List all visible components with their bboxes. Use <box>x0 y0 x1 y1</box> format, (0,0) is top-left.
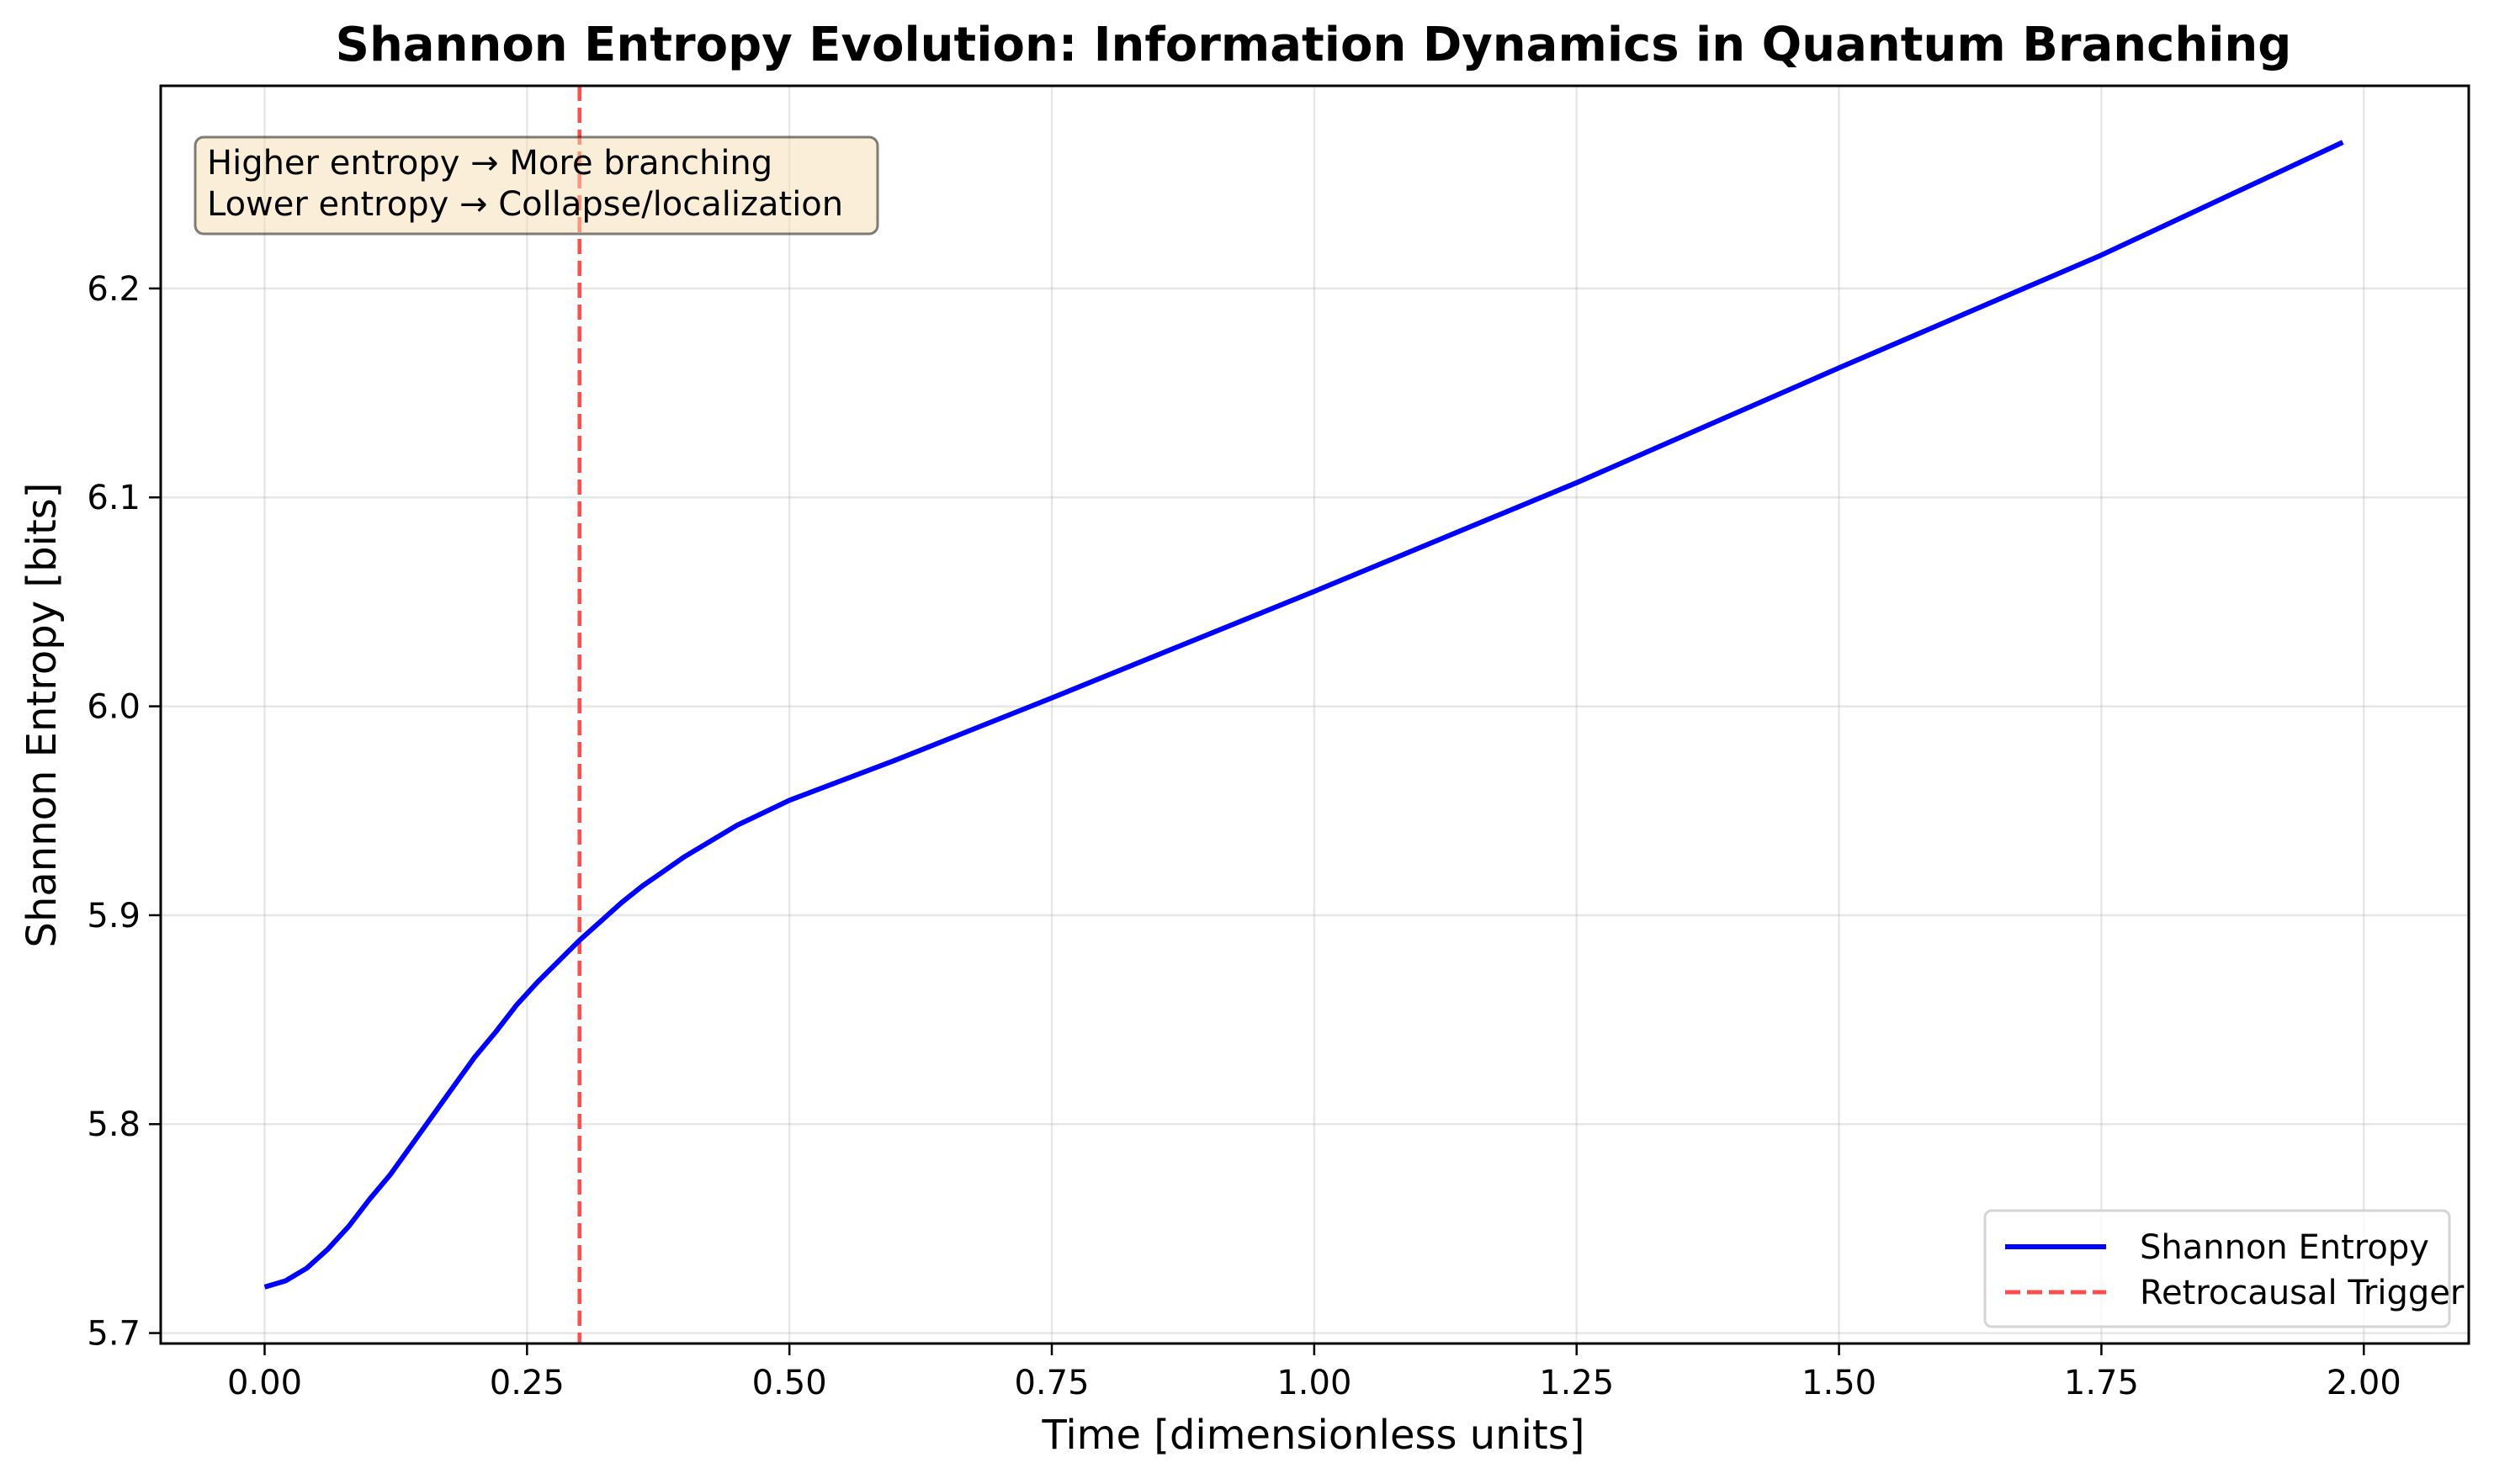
ticks: 0.00 0.25 0.50 0.75 1.00 1.25 1.50 1.75 2.00 5.7 5… <box>87 270 2401 1402</box>
x-tick-label: 0.00 <box>227 1364 302 1402</box>
x-tick-label: 1.50 <box>1802 1364 1876 1402</box>
x-tick-label: 1.75 <box>2064 1364 2139 1402</box>
y-axis-label: Shannon Entropy [bits] <box>19 482 66 947</box>
legend: Shannon Entropy Retrocausal Trigger <box>1983 1209 2465 1328</box>
x-tick-label: 0.50 <box>752 1364 827 1402</box>
y-tick-label: 5.9 <box>87 897 141 935</box>
x-tick-label: 0.75 <box>1014 1364 1089 1402</box>
x-tick-label: 2.00 <box>2327 1364 2401 1402</box>
legend-label: Shannon Entropy <box>2140 1228 2429 1267</box>
y-tick-label: 6.2 <box>87 270 141 309</box>
annotation-background <box>194 135 879 236</box>
y-tick-label: 5.7 <box>87 1315 141 1354</box>
x-tick-label: 1.25 <box>1539 1364 1614 1402</box>
annotation-line: Higher entropy → More branching <box>207 144 772 183</box>
y-tick-label: 5.8 <box>87 1105 141 1144</box>
x-tick-label: 0.25 <box>490 1364 565 1402</box>
y-tick-label: 6.0 <box>87 688 141 727</box>
chart-title: Shannon Entropy Evolution: Information D… <box>336 18 2292 72</box>
x-axis-label: Time [dimensionless units] <box>1042 1412 1585 1459</box>
legend-label: Retrocausal Trigger <box>2140 1274 2465 1312</box>
series <box>263 140 2344 1290</box>
x-tick-label: 1.00 <box>1276 1364 1351 1402</box>
annotation-box: Higher entropy → More branching Lower en… <box>194 135 879 236</box>
legend-frame <box>1983 1209 2451 1328</box>
y-tick-label: 6.1 <box>87 479 141 517</box>
annotation-line: Lower entropy → Collapse/localization <box>207 185 843 224</box>
shannon-entropy-line <box>263 140 2344 1290</box>
grid <box>161 86 2469 1344</box>
